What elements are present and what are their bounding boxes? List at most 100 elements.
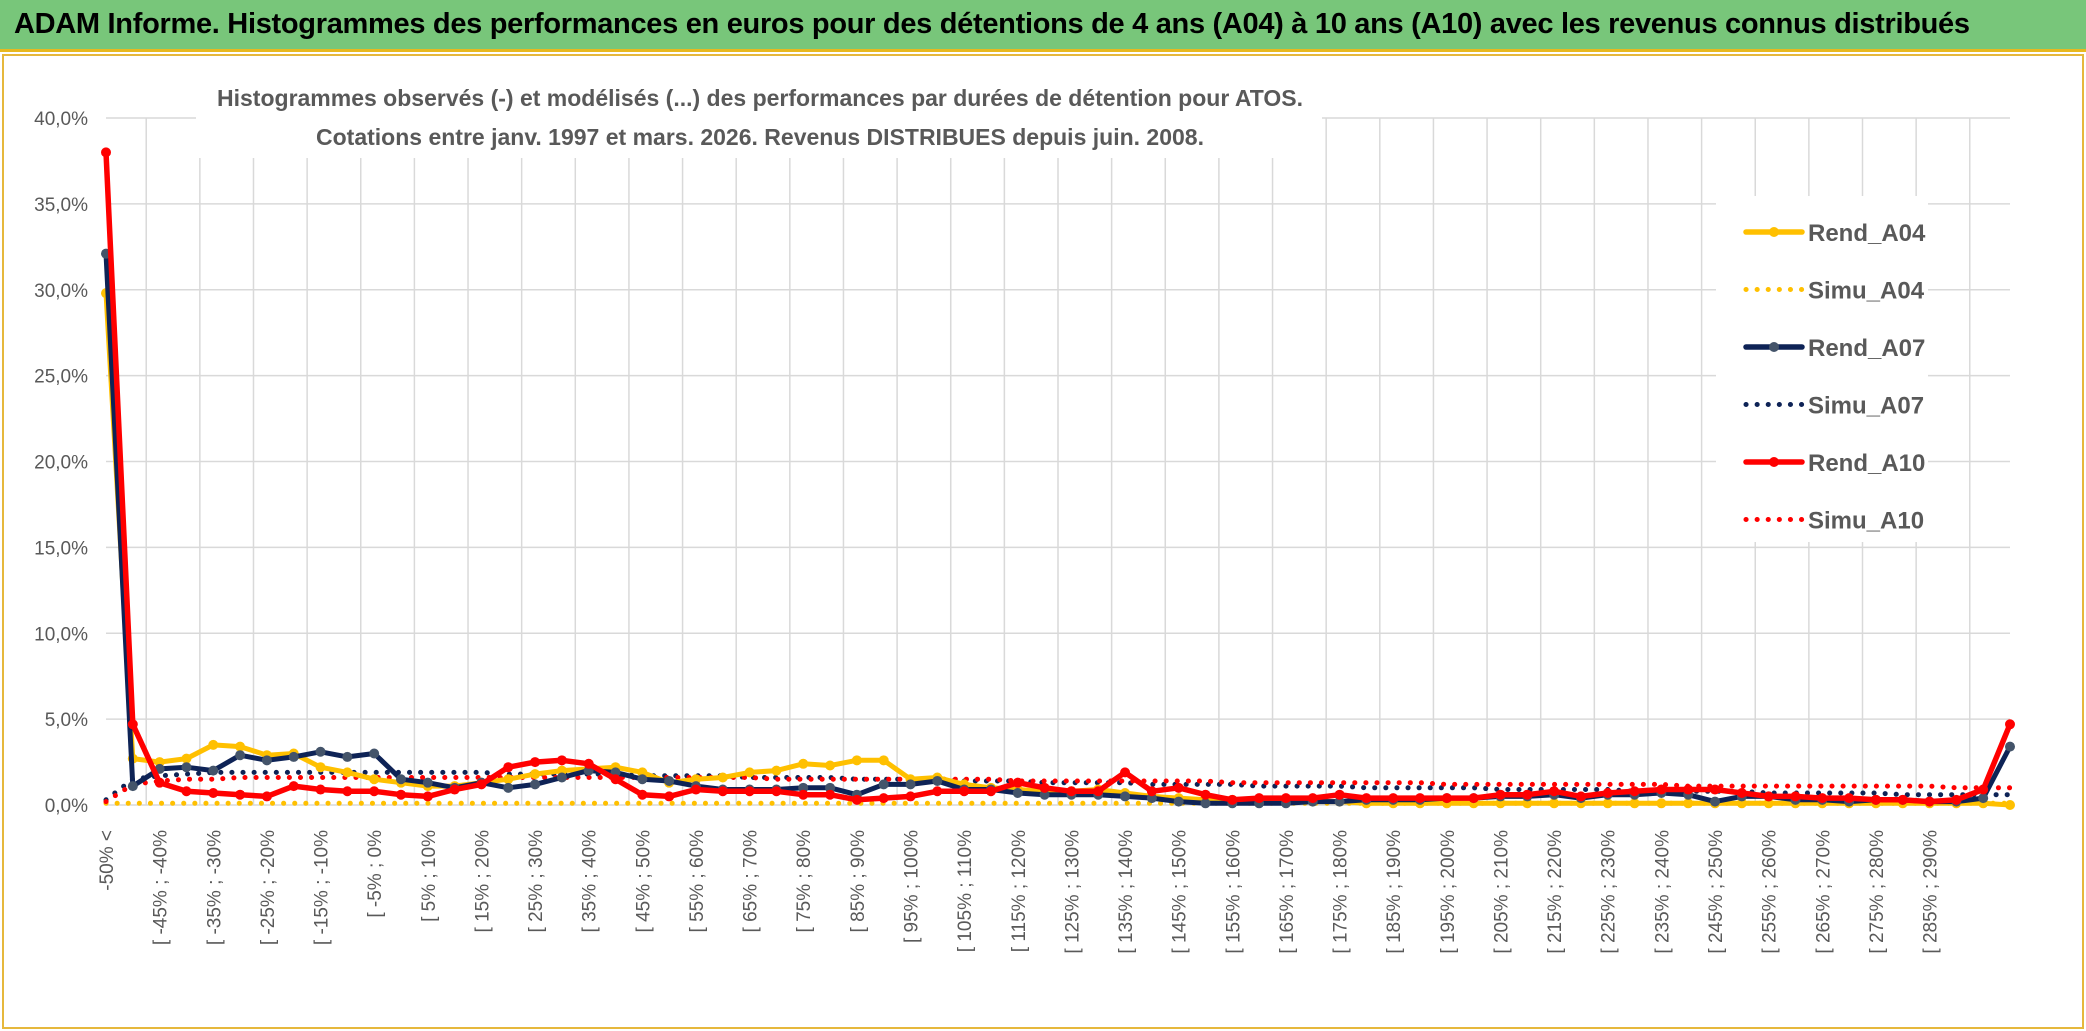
legend-label: Simu_A07 [1808,393,1924,420]
data-point-rend-a10 [476,779,487,790]
data-point-rend-a07 [395,774,406,785]
data-point-rend-a10 [1173,782,1184,793]
legend-marker [1769,457,1779,467]
data-point-rend-a07 [315,746,326,757]
legend-item-rend-a07: Rend_A07 [1743,335,1925,362]
x-tick-label: [ 45% ; 50% [633,830,654,933]
data-point-rend-a10 [1763,791,1774,802]
data-point-rend-a04 [503,774,514,785]
x-tick-label: [ 265% ; 270% [1813,830,1834,954]
data-point-rend-a10 [1495,789,1506,800]
data-point-rend-a10 [798,789,809,800]
data-point-rend-a10 [127,719,138,730]
data-point-rend-a07 [1710,796,1721,807]
data-point-rend-a10 [1441,793,1452,804]
x-tick-label: [ 5% ; 10% [419,830,440,922]
data-point-rend-a10 [369,786,380,797]
data-point-rend-a10 [1710,784,1721,795]
data-point-rend-a10 [1522,789,1533,800]
header-banner: ADAM Informe. Histogrammes des performan… [0,0,2086,52]
legend-label: Simu_A04 [1808,278,1925,305]
legend-label: Rend_A10 [1808,450,1925,477]
data-point-rend-a07 [637,774,648,785]
data-point-rend-a07 [1120,791,1131,802]
data-point-rend-a10 [690,784,701,795]
data-point-rend-a04 [637,767,648,778]
data-point-rend-a07 [1012,787,1023,798]
data-point-rend-a04 [1656,798,1667,809]
data-point-rend-a10 [503,762,514,773]
data-point-rend-a10 [1602,787,1613,798]
data-point-rend-a04 [717,772,728,783]
data-point-rend-a07 [422,777,433,788]
data-point-rend-a10 [1146,786,1157,797]
data-point-rend-a10 [825,789,836,800]
data-point-rend-a07 [369,748,380,759]
data-point-rend-a07 [1978,793,1989,804]
data-point-rend-a10 [1951,794,1962,805]
data-point-rend-a04 [1629,798,1640,809]
chart-subtitle: Cotations entre janv. 1997 et mars. 2026… [316,124,1204,150]
data-point-rend-a07 [1173,796,1184,807]
data-point-rend-a10 [1924,796,1935,807]
x-tick-label: [ 235% ; 240% [1652,830,1673,954]
data-point-rend-a10 [610,774,621,785]
x-tick-label: [ 185% ; 190% [1384,830,1405,954]
x-tick-label: [ 135% ; 140% [1116,830,1137,954]
x-tick-label: -50% < [97,830,118,891]
data-point-rend-a04 [2005,800,2015,810]
data-point-rend-a10 [1817,793,1828,804]
x-tick-label: [ 15% ; 20% [472,830,493,933]
data-point-rend-a10 [744,786,755,797]
x-tick-label: [ -45% ; -40% [151,830,172,945]
data-point-rend-a07 [1146,793,1157,804]
data-point-rend-a10 [208,787,219,798]
data-point-rend-a07 [1200,798,1211,809]
y-tick-label: 30,0% [34,281,88,302]
x-tick-label: [ 35% ; 40% [580,830,601,933]
data-point-rend-a04 [744,767,755,778]
y-axis: 0,0% 5,0% 10,0% 15,0% 20,0% 25,0% 30,0% 35,0% 40… [34,109,88,817]
legend-label: Simu_A10 [1808,508,1924,535]
data-point-rend-a10 [1254,793,1265,804]
data-point-rend-a10 [664,791,675,802]
data-point-rend-a10 [1120,767,1131,778]
data-point-rend-a10 [1575,791,1586,802]
legend-label: Rend_A07 [1808,335,1925,362]
data-point-rend-a04 [771,765,782,776]
data-point-rend-a07 [1334,796,1345,807]
data-point-rend-a07 [530,779,541,790]
y-tick-label: 25,0% [34,367,88,388]
data-point-rend-a04 [1763,798,1774,809]
data-point-rend-a07 [905,779,916,790]
data-point-rend-a10 [1227,794,1238,805]
x-tick-label: [ 275% ; 280% [1867,830,1888,954]
x-tick-label: [ 55% ; 60% [687,830,708,933]
x-tick-label: [ -5% ; 0% [365,830,386,918]
legend-item-rend-a10: Rend_A10 [1743,450,1925,477]
data-point-rend-a10 [905,791,916,802]
data-point-rend-a10 [1736,787,1747,798]
data-point-rend-a07 [235,750,246,761]
x-tick-label: [ 145% ; 150% [1170,830,1191,954]
data-point-rend-a10 [771,786,782,797]
data-point-rend-a07 [181,762,192,773]
data-point-rend-a10 [181,786,192,797]
data-point-rend-a10 [1978,784,1989,795]
x-tick-label: [ 85% ; 90% [848,830,869,933]
data-point-rend-a10 [1280,793,1291,804]
legend-item-simu-a04: Simu_A04 [1743,278,1925,305]
data-point-rend-a10 [985,786,996,797]
data-point-rend-a07 [127,781,138,792]
data-point-rend-a10 [637,789,648,800]
data-point-rend-a10 [1200,789,1211,800]
data-point-rend-a10 [1039,782,1050,793]
data-point-rend-a10 [1334,789,1345,800]
data-point-rend-a04 [315,762,326,773]
data-point-rend-a10 [932,786,943,797]
data-point-rend-a04 [208,739,219,750]
x-tick-label: [ 215% ; 220% [1545,830,1566,954]
chart-title: Histogrammes observés (-) et modélisés (… [217,85,1303,111]
data-point-rend-a10 [851,794,862,805]
